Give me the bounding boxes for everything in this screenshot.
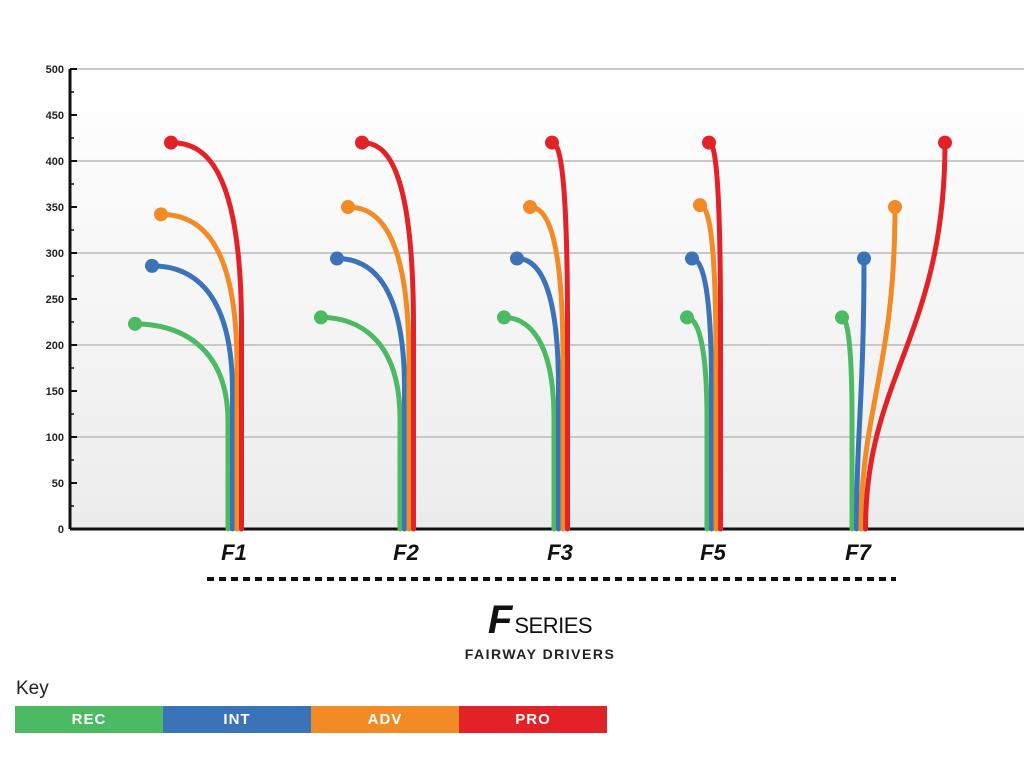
x-tick-label: F1 xyxy=(221,540,247,565)
y-tick-label: 100 xyxy=(46,432,64,444)
curve-adv-f1 xyxy=(158,211,240,532)
point-rec-f2 xyxy=(314,310,328,325)
y-tick-label: 150 xyxy=(46,386,64,398)
curve-pro-f2 xyxy=(359,140,416,532)
point-int-f7 xyxy=(857,251,871,266)
point-pro-f7 xyxy=(938,135,952,150)
key-title: Key xyxy=(16,678,49,699)
point-adv-f1 xyxy=(154,207,168,222)
brand-block: F SERIES FAIRWAY DRIVERS xyxy=(0,600,1024,662)
curve-int-f7 xyxy=(854,256,867,532)
legend-item-int: INT xyxy=(163,706,311,733)
point-pro-f5 xyxy=(702,135,716,150)
point-adv-f3 xyxy=(523,200,537,214)
point-adv-f7 xyxy=(888,200,902,214)
point-rec-f5 xyxy=(680,310,694,325)
y-tick-label: 400 xyxy=(46,156,64,168)
curve-int-f3 xyxy=(514,256,561,532)
legend-item-adv: ADV xyxy=(311,706,459,733)
point-int-f1 xyxy=(145,258,159,273)
x-axis-labels: F1 F2 F3 F5 F7 xyxy=(221,540,872,565)
legend-item-pro: PRO xyxy=(459,706,607,733)
curve-pro-f7 xyxy=(863,140,948,532)
point-int-f5 xyxy=(685,251,699,266)
y-tick-label: 300 xyxy=(46,248,64,260)
curve-rec-f3 xyxy=(501,314,557,532)
y-tick-label: 200 xyxy=(46,340,64,352)
y-tick-label: 450 xyxy=(46,110,64,122)
point-pro-f3 xyxy=(545,135,559,150)
curve-adv-f2 xyxy=(345,204,412,532)
brand-subtitle: FAIRWAY DRIVERS xyxy=(464,646,616,662)
x-tick-label: F7 xyxy=(845,540,872,565)
curve-rec-f2 xyxy=(318,314,403,532)
point-int-f2 xyxy=(330,251,344,266)
point-int-f3 xyxy=(510,251,524,266)
x-tick-label: F3 xyxy=(547,540,573,565)
point-rec-f7 xyxy=(835,310,849,325)
curve-rec-f1 xyxy=(132,321,231,532)
curve-int-f1 xyxy=(149,263,235,532)
series-curves xyxy=(128,135,952,532)
curve-adv-f7 xyxy=(858,204,898,532)
point-pro-f1 xyxy=(164,135,178,150)
series-logo: F SERIES xyxy=(487,598,593,642)
logo-letter: F xyxy=(487,598,513,642)
logo-word: SERIES xyxy=(514,613,593,638)
y-tick-label: 250 xyxy=(46,294,64,306)
curve-pro-f1 xyxy=(168,140,244,532)
y-tick-label: 350 xyxy=(46,202,64,214)
y-tick-label: 500 xyxy=(46,64,64,76)
y-tick-label: 0 xyxy=(58,524,64,536)
x-tick-label: F2 xyxy=(393,540,419,565)
curve-int-f2 xyxy=(334,256,407,532)
x-tick-label: F5 xyxy=(700,540,726,565)
point-adv-f5 xyxy=(693,198,707,213)
legend-item-rec: REC xyxy=(15,706,163,733)
point-rec-f3 xyxy=(497,310,511,325)
point-pro-f2 xyxy=(355,135,369,150)
point-adv-f2 xyxy=(341,200,355,214)
y-tick-label: 50 xyxy=(52,478,64,490)
legend: REC INT ADV PRO xyxy=(15,706,607,733)
point-rec-f1 xyxy=(128,316,142,331)
